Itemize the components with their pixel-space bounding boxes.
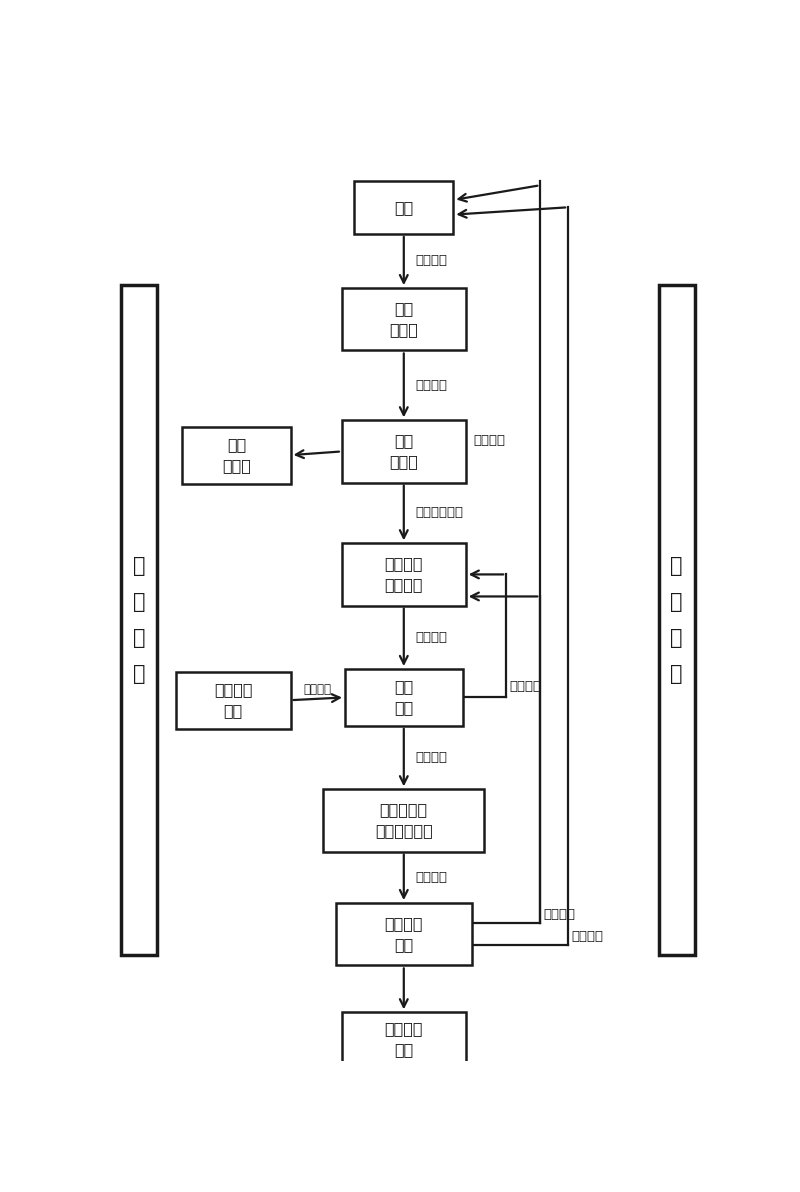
Text: 序列参数设置: 序列参数设置 xyxy=(415,507,463,520)
Bar xyxy=(323,789,485,851)
Text: 序列
编辑器: 序列 编辑器 xyxy=(390,302,418,337)
Bar xyxy=(342,1012,466,1066)
Text: 参数优化: 参数优化 xyxy=(543,908,575,921)
Text: 系统信息
维护: 系统信息 维护 xyxy=(214,682,253,718)
Bar xyxy=(176,672,290,728)
Text: 编译失败: 编译失败 xyxy=(474,434,506,447)
Text: 数据显示
单元: 数据显示 单元 xyxy=(385,917,423,952)
Text: 序列
编译器: 序列 编译器 xyxy=(390,434,418,470)
Bar xyxy=(336,904,472,966)
Text: 扫描
控制: 扫描 控制 xyxy=(394,679,414,715)
Text: 用
户
界
面: 用 户 界 面 xyxy=(670,557,683,684)
Text: 系统状态: 系统状态 xyxy=(304,683,332,696)
Text: 序列编译: 序列编译 xyxy=(415,379,447,392)
Bar xyxy=(342,288,466,350)
Text: 序列开发
完成: 序列开发 完成 xyxy=(385,1020,423,1057)
Text: 扫描异常: 扫描异常 xyxy=(510,679,542,693)
Bar xyxy=(354,181,454,234)
Text: 重建数据: 重建数据 xyxy=(415,871,447,883)
Text: 序列参数
维护单元: 序列参数 维护单元 xyxy=(385,557,423,592)
Bar xyxy=(342,421,466,483)
Text: 序列
时序图: 序列 时序图 xyxy=(222,437,251,473)
Text: 主
控
单
元: 主 控 单 元 xyxy=(133,557,146,684)
Bar xyxy=(345,669,462,726)
Bar xyxy=(182,427,290,484)
Text: 序列代码: 序列代码 xyxy=(415,254,447,267)
Text: 扫描数据: 扫描数据 xyxy=(415,751,447,764)
Text: 序列改进: 序列改进 xyxy=(571,931,603,943)
Bar xyxy=(658,285,694,955)
Text: 序列扫描: 序列扫描 xyxy=(415,631,447,644)
Bar xyxy=(342,544,466,606)
Text: 用户: 用户 xyxy=(394,200,414,215)
Text: 数据处理和
图像重建单元: 数据处理和 图像重建单元 xyxy=(375,802,433,838)
Bar xyxy=(121,285,157,955)
